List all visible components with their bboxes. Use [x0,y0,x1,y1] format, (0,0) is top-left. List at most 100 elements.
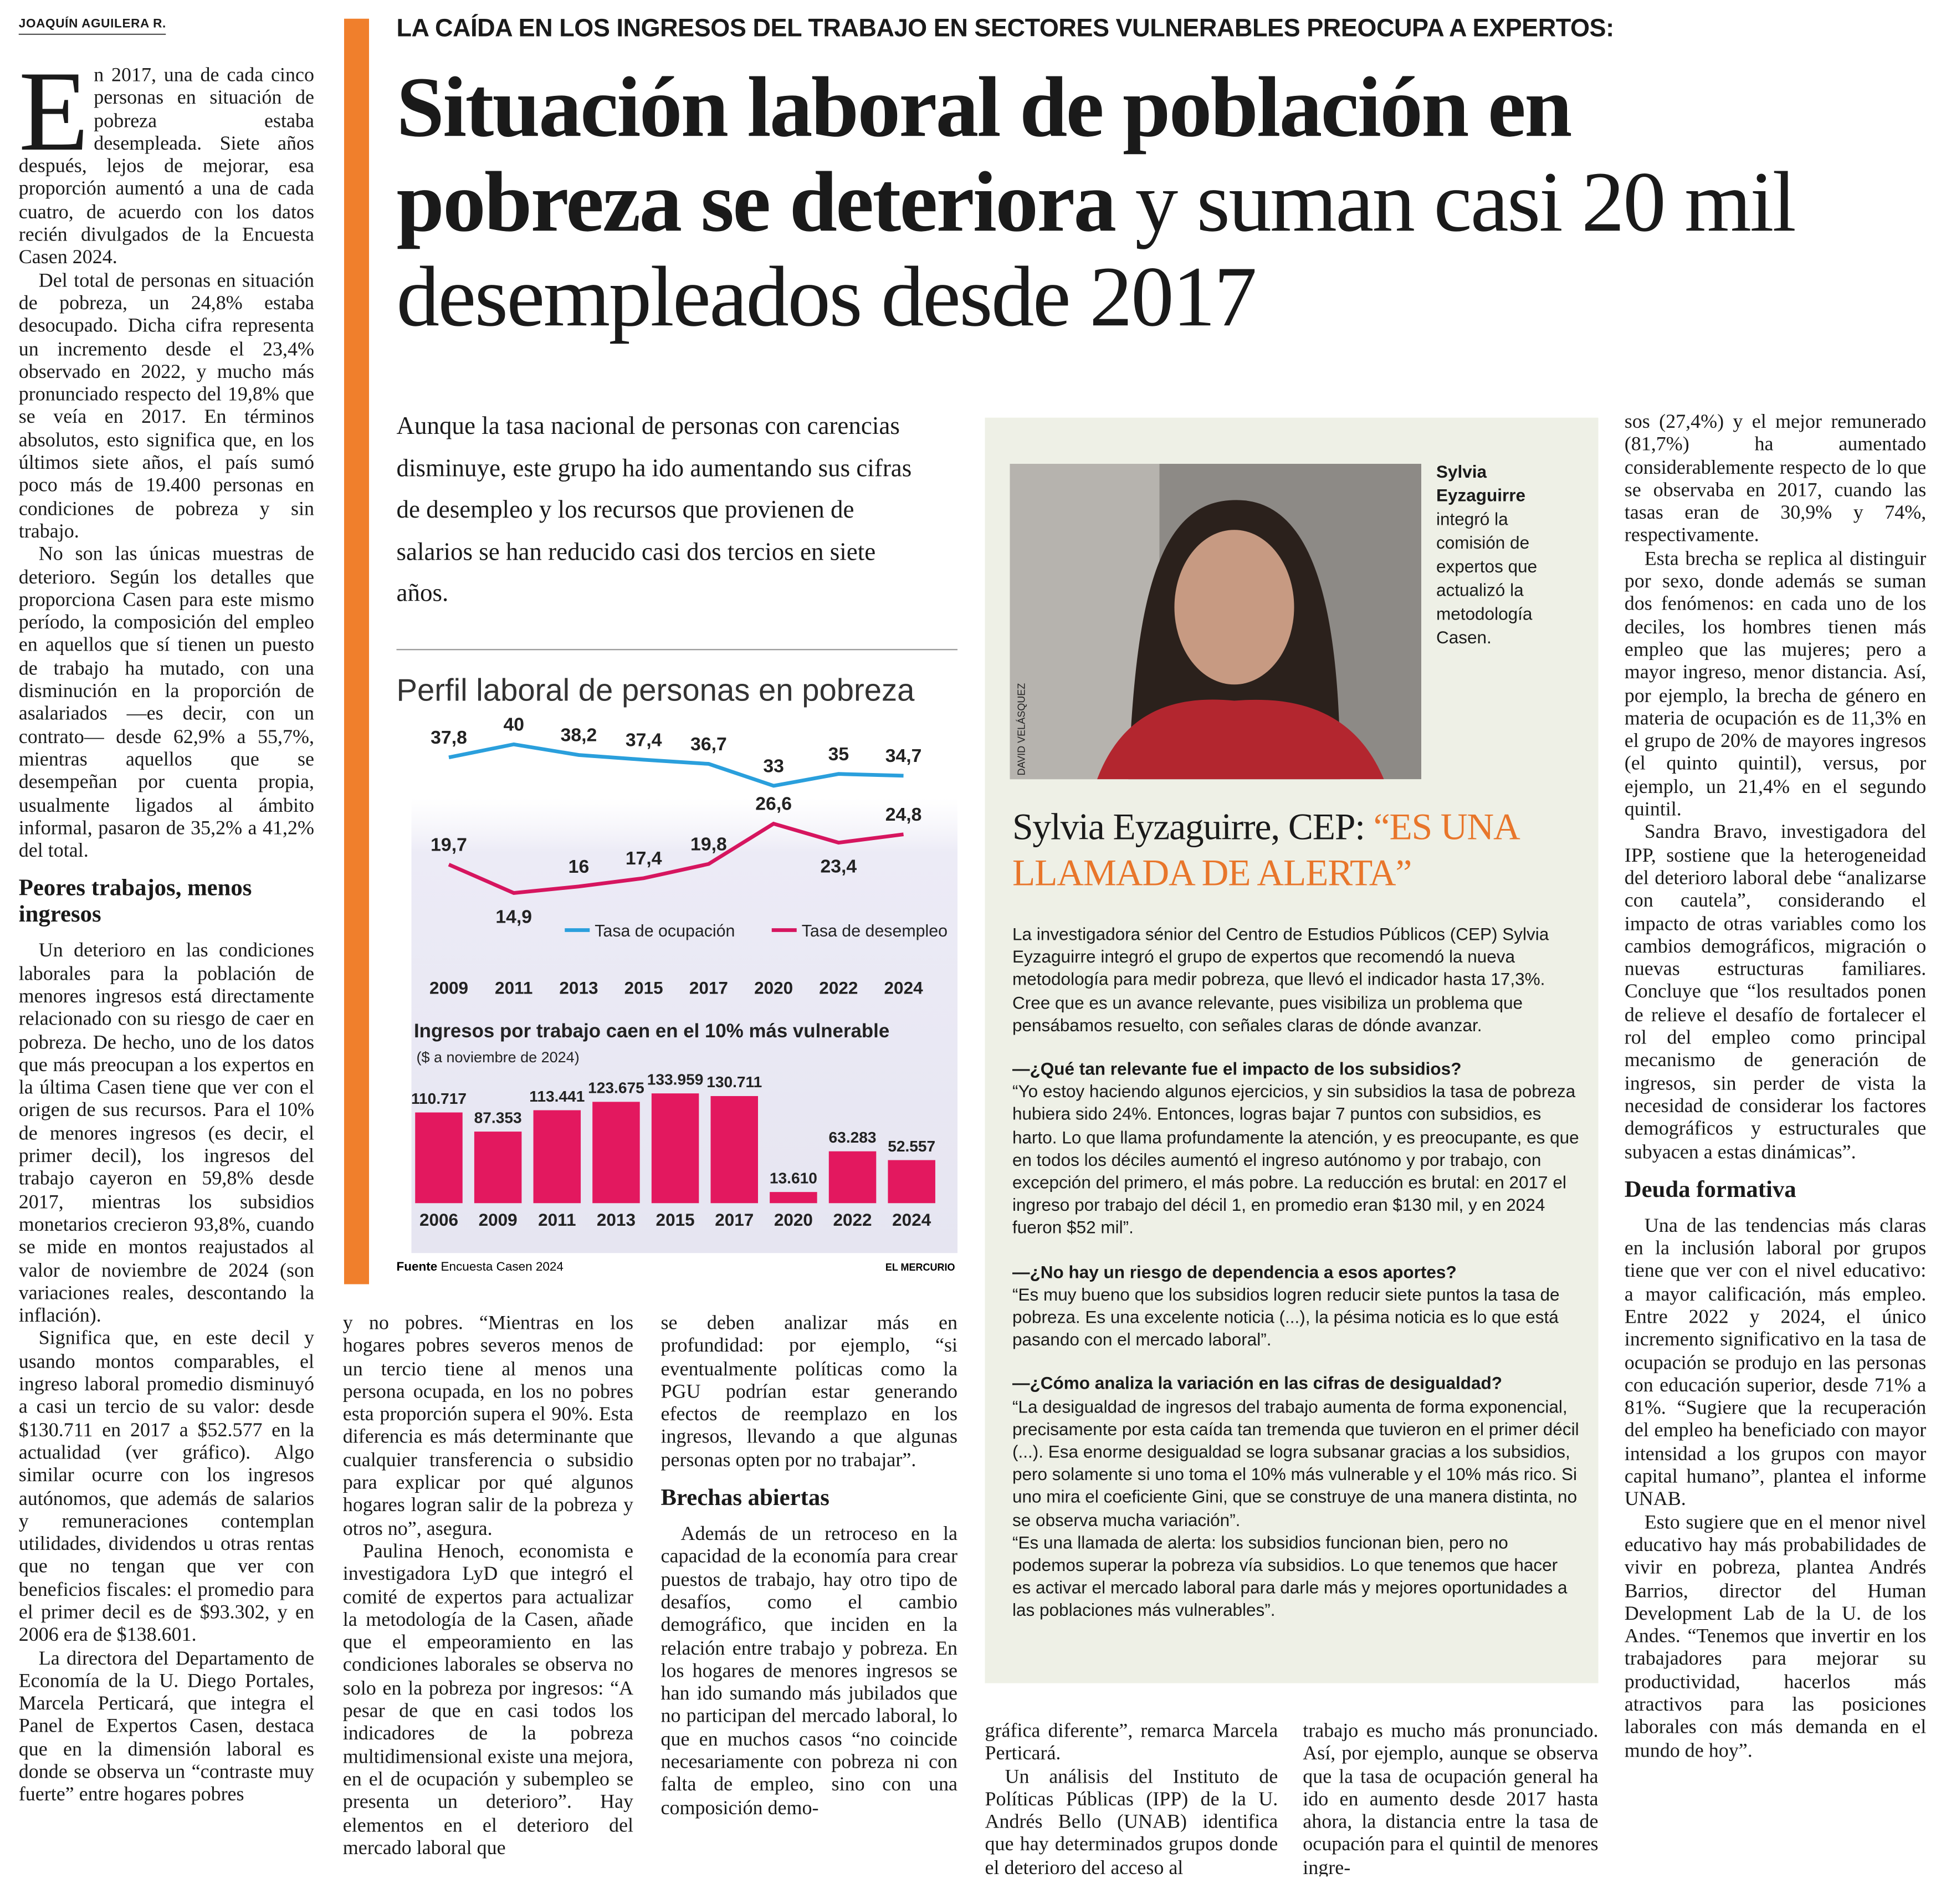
paragraph-text: Un análisis del Instituto de Políticas P… [985,1766,1278,1877]
x-tick-label: 2022 [819,977,858,997]
paragraph-text: se deben analizar más en profundidad: po… [660,1313,958,1471]
answer: “Yo estoy haciendo algunos ejercicios, y… [1012,1081,1579,1237]
text-column: gráfica diferente”, remarca Marcela Pert… [985,1721,1278,1876]
question: —¿Qué tan relevante fue el impacto de lo… [1012,1058,1462,1079]
value-label: 23,4 [821,856,857,877]
paragraph: La directora del Departamento de Economí… [19,1648,314,1808]
paragraph-text: y no pobres. “Mientras en los hogares po… [342,1313,633,1540]
value-label: 130.711 [706,1073,762,1091]
value-label: 19,7 [431,834,467,855]
text-column: y no pobres. “Mientras en los hogares po… [343,1313,633,1880]
paragraph: Del total de personas en situación de po… [19,270,314,544]
x-tick-label: 2022 [833,1210,872,1230]
subheading: Peores trabajos, menos ingresos [18,876,252,928]
question: —¿Cómo analiza la variación en las cifra… [1012,1373,1503,1394]
paragraph-text: n 2017, una de cada cinco personas en si… [18,65,314,269]
x-tick-label: 2020 [754,977,793,997]
sidebar: DAVID VELÁSQUEZ Sylvia Eyzaguirre integr… [985,417,1599,1683]
paragraph: Una de las tendencias más claras en la i… [1625,1215,1927,1512]
value-label: 16 [569,856,590,877]
value-label: 24,8 [885,804,922,825]
x-tick-label: 2024 [884,977,924,997]
sidebar-title: Sylvia Eyzaguirre, CEP: “ES UNA LLAMADA … [1012,804,1586,897]
paragraph-text: trabajo es mucho más pronunciado. Así, p… [1303,1721,1599,1877]
answer: “Es una llamada de alerta: los subsidios… [1012,1532,1568,1620]
x-tick-label: 2024 [892,1210,931,1230]
value-label: 35 [828,744,849,765]
x-tick-label: 2017 [715,1210,754,1230]
paragraph-text: La directora del Departamento de Economí… [18,1647,314,1806]
bar [533,1110,581,1204]
chart-graphic: Perfil laboral de personas en pobreza In… [396,649,957,1273]
value-label: 40 [503,714,524,735]
value-label: 110.717 [411,1090,467,1107]
paragraph: Paulina Henoch, economista e investigado… [343,1541,633,1860]
paragraph: Significa que, en este decil y usando mo… [19,1328,314,1647]
drop-cap: E [18,65,89,175]
headline-regular: y suman casi 20 mil desempleados desde 2… [396,155,1796,344]
paragraph: y no pobres. “Mientras en los hogares po… [343,1313,633,1541]
source-label-text: Fuente [397,1260,438,1273]
bar [710,1096,758,1204]
series-line [448,742,904,788]
x-tick-label: 2017 [689,977,728,997]
paragraph: gráfica diferente”, remarca Marcela Pert… [985,1721,1278,1766]
photo: DAVID VELÁSQUEZ [1010,464,1421,780]
caption-text: integró la comisión de expertos que actu… [1436,509,1538,647]
paragraph-text: Sandra Bravo, investigadora del IPP, sos… [1624,822,1927,1163]
value-label: 36,7 [690,734,727,755]
bar [592,1102,640,1204]
value-label: 14,9 [495,907,532,928]
question: —¿No hay un riesgo de dependencia a esos… [1012,1261,1457,1282]
x-tick-label: 2020 [774,1210,813,1230]
x-tick-label: 2015 [656,1210,695,1230]
paragraph-text: No son las únicas muestras de deterioro.… [18,544,314,862]
legend-label: Tasa de desempleo [802,922,948,940]
value-label: 34,7 [885,745,922,766]
value-label: 19,8 [690,833,727,854]
answer: “La desigualdad de ingresos del trabajo … [1012,1396,1579,1530]
text-column: sos (27,4%) y el mejor remunerado (81,7%… [1625,412,1927,1883]
value-label: 37,4 [626,729,662,750]
chart-title: Perfil laboral de personas en pobreza [397,673,915,708]
bar [770,1192,817,1204]
paragraph: se deben analizar más en profundidad: po… [661,1313,958,1472]
series-line [448,821,904,895]
paragraph: Esta brecha se replica al distinguir por… [1625,549,1927,822]
value-label: 26,6 [755,794,792,815]
paragraph-text: Además de un retroceso en la capacidad d… [660,1523,958,1819]
source-label: Fuente Encuesta Casen 2024 [397,1260,564,1273]
x-tick-label: 2013 [559,977,598,997]
bar [888,1160,935,1204]
deck: Aunque la tasa nacional de personas con … [396,412,912,607]
photo-credit: DAVID VELÁSQUEZ [1016,683,1027,776]
x-tick-label: 2009 [479,1210,518,1230]
value-label: 113.441 [529,1088,585,1105]
value-label: 123.675 [588,1079,644,1097]
paragraph: Además de un retroceso en la capacidad d… [661,1524,958,1820]
x-tick-label: 2015 [624,977,663,997]
paragraph: sos (27,4%) y el mejor remunerado (81,7%… [1625,412,1927,549]
paragraph-text: sos (27,4%) y el mejor remunerado (81,7%… [1624,411,1927,547]
paragraph: Un deterioro en las condiciones laborale… [19,940,314,1328]
bar [651,1093,699,1204]
bar [828,1151,877,1204]
value-label: 38,2 [561,725,597,746]
value-label: 37,8 [431,727,467,748]
x-tick-label: 2006 [419,1210,458,1230]
paragraph: Sandra Bravo, investigadora del IPP, sos… [1625,822,1927,1165]
photo-caption: Sylvia Eyzaguirre integró la comisión de… [1436,460,1580,649]
value-label: 63.283 [829,1129,877,1146]
subheading: Brechas abiertas [660,1485,829,1512]
sidebar-text: La investigadora sénior del Centro de Es… [1012,923,1580,1622]
paragraph-text: Esto sugiere que en el menor nivel educa… [1624,1512,1927,1762]
text-column: trabajo es mucho más pronunciado. Así, p… [1303,1721,1598,1876]
bar-chart-subtitle: ($ a noviembre de 2024) [417,1049,580,1066]
sidebar-intro: La investigadora sénior del Centro de Es… [1012,924,1549,1035]
value-label: 17,4 [626,848,662,869]
text-column: se deben analizar más en profundidad: po… [661,1313,958,1880]
accent-bar [344,18,369,1284]
